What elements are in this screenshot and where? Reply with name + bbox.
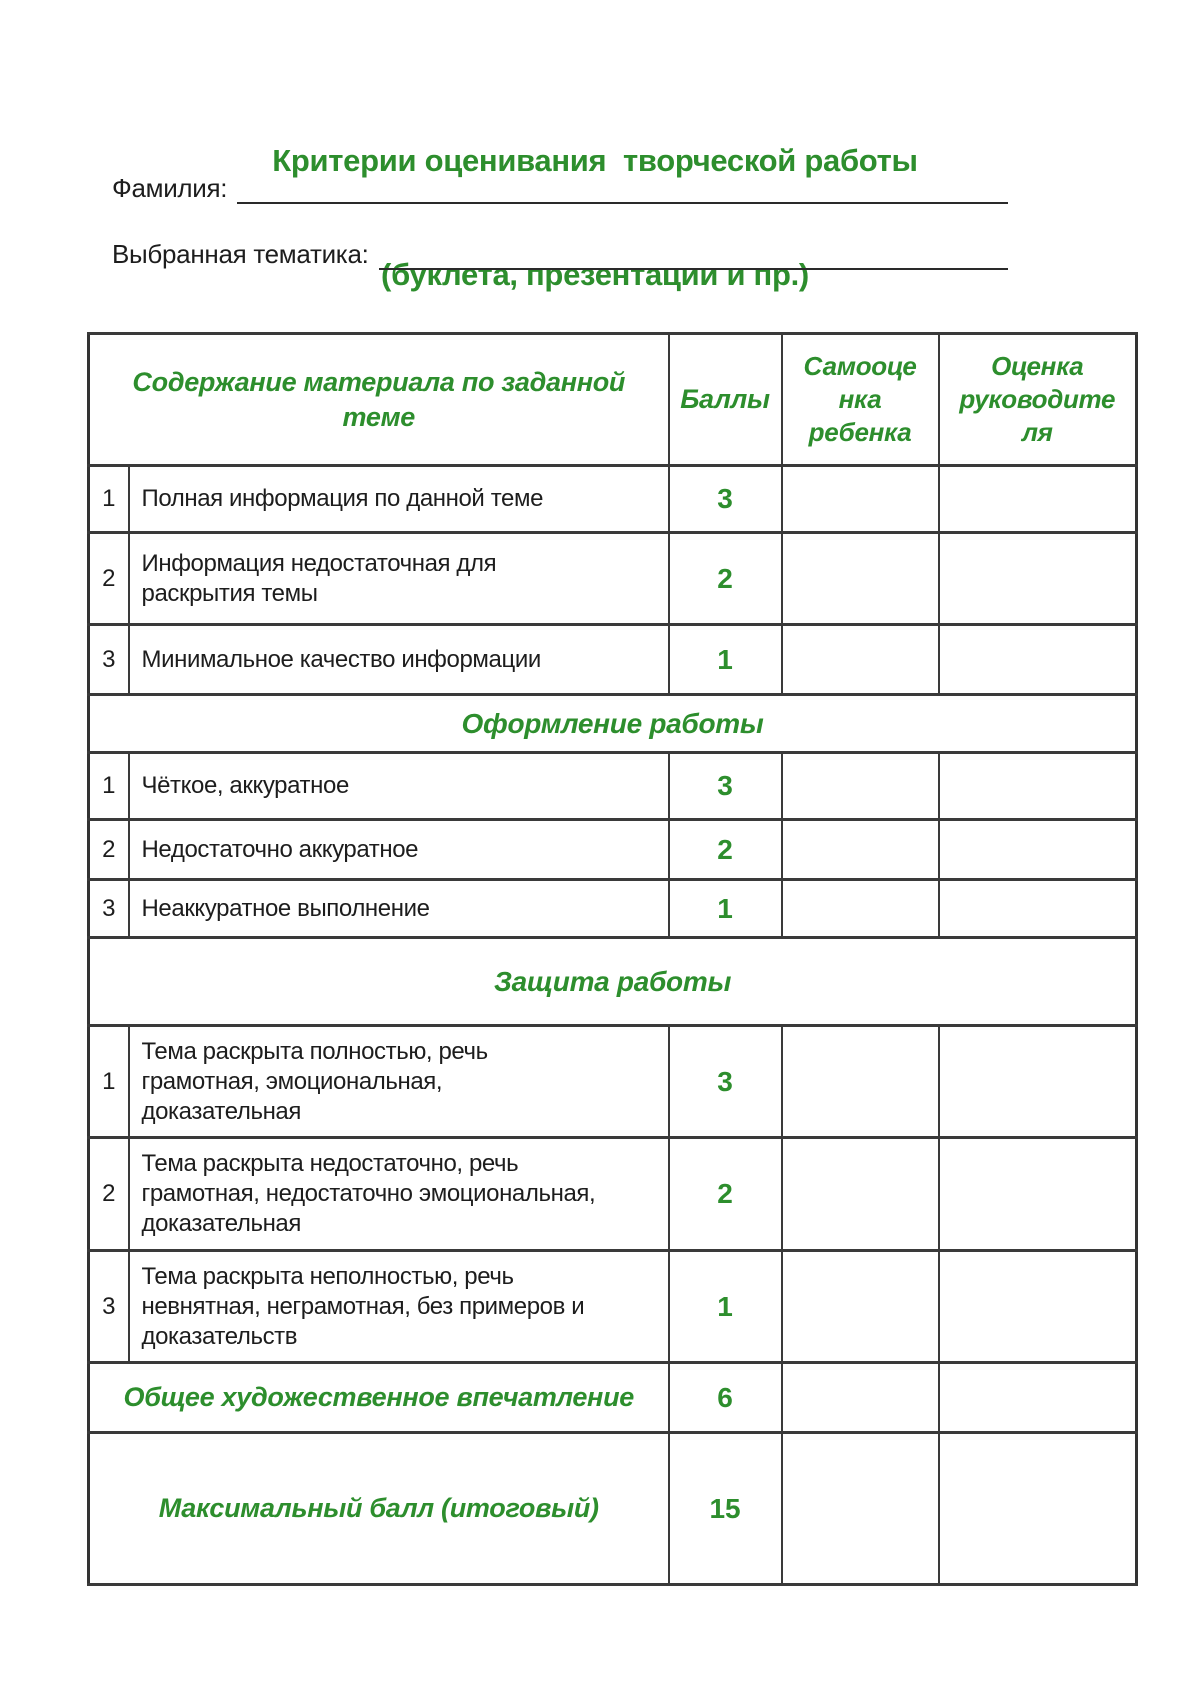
table-row: 3 Неаккуратное выполнение 1 (87, 878, 1138, 939)
self-score-cell (780, 1024, 940, 1139)
row-number: 3 (87, 623, 130, 696)
leader-score-cell (937, 1136, 1138, 1252)
criterion-text: Тема раскрыта недостаточно, речь грамотн… (127, 1136, 670, 1252)
self-score-cell (780, 464, 940, 534)
self-score-cell (780, 878, 940, 939)
summary-row: Максимальный балл (итоговый) 15 (87, 1431, 1138, 1586)
section-title: Оформление работы (87, 693, 1138, 754)
points-value: 1 (667, 878, 783, 939)
leader-score-cell (937, 1249, 1138, 1364)
table-row: 1 Полная информация по данной теме 3 (87, 464, 1138, 534)
table-row: 2 Информация недостаточная для раскрытия… (87, 531, 1138, 626)
criterion-text: Тема раскрыта полностью, речь грамотная,… (127, 1024, 670, 1139)
table-row: 1 Тема раскрыта полностью, речь грамотна… (87, 1024, 1138, 1139)
row-number: 1 (87, 751, 130, 821)
row-number: 2 (87, 531, 130, 626)
leader-score-cell (937, 623, 1138, 696)
points-value: 1 (667, 623, 783, 696)
row-number: 1 (87, 1024, 130, 1139)
points-value: 2 (667, 531, 783, 626)
leader-score-cell (937, 464, 1138, 534)
table-row: 3 Минимальное качество информации 1 (87, 623, 1138, 696)
criterion-text: Чёткое, аккуратное (127, 751, 670, 821)
criterion-text: Информация недостаточная для раскрытия т… (127, 531, 670, 626)
criterion-text: Минимальное качество информации (127, 623, 670, 696)
self-score-cell (780, 1249, 940, 1364)
points-value: 2 (667, 818, 783, 881)
criterion-text: Неаккуратное выполнение (127, 878, 670, 939)
header-points-cell: Баллы (667, 332, 783, 467)
leader-score-cell (937, 1361, 1138, 1434)
page-title-line2: (буклета, презентации и пр.) (381, 257, 809, 292)
section-header-row: Защита работы (87, 936, 1138, 1027)
surname-field-row: Фамилия: (112, 168, 1008, 204)
criterion-text: Тема раскрыта неполностью, речь невнятна… (127, 1249, 670, 1364)
page-title: Критерии оценивания творческой работы (б… (0, 66, 1190, 370)
leader-score-cell (937, 1431, 1138, 1586)
leader-score-cell (937, 818, 1138, 881)
points-value: 1 (667, 1249, 783, 1364)
criterion-text: Недостаточно аккуратное (127, 818, 670, 881)
summary-label: Максимальный балл (итоговый) (87, 1431, 670, 1586)
topic-label: Выбранная тематика: (112, 239, 369, 269)
criterion-text: Полная информация по данной теме (127, 464, 670, 534)
row-number: 3 (87, 1249, 130, 1364)
surname-label: Фамилия: (112, 173, 228, 203)
topic-field-row: Выбранная тематика: (112, 234, 1008, 270)
self-score-cell (780, 623, 940, 696)
leader-score-cell (937, 1024, 1138, 1139)
points-value: 2 (667, 1136, 783, 1252)
section-title: Защита работы (87, 936, 1138, 1027)
surname-fill-line (237, 168, 1008, 204)
points-value: 3 (667, 751, 783, 821)
summary-label: Общее художественное впечатление (87, 1361, 670, 1434)
table-header-row: Содержание материала по заданной теме Ба… (87, 332, 1138, 467)
leader-score-cell (937, 531, 1138, 626)
table-row: 2 Недостаточно аккуратное 2 (87, 818, 1138, 881)
header-content-cell: Содержание материала по заданной теме (87, 332, 670, 467)
self-score-cell (780, 1361, 940, 1434)
row-number: 1 (87, 464, 130, 534)
topic-fill-line (378, 234, 1008, 270)
page-title-line1: Критерии оценивания творческой работы (272, 143, 918, 178)
row-number: 3 (87, 878, 130, 939)
section-header-row: Оформление работы (87, 693, 1138, 754)
self-score-cell (780, 751, 940, 821)
row-number: 2 (87, 818, 130, 881)
summary-row: Общее художественное впечатление 6 (87, 1361, 1138, 1434)
self-score-cell (780, 1136, 940, 1252)
table-row: 2 Тема раскрыта недостаточно, речь грамо… (87, 1136, 1138, 1252)
table-row: 3 Тема раскрыта неполностью, речь невнят… (87, 1249, 1138, 1364)
header-leader-score-cell: Оценка руководите ля (937, 332, 1138, 467)
self-score-cell (780, 531, 940, 626)
points-value: 3 (667, 464, 783, 534)
points-value: 3 (667, 1024, 783, 1139)
leader-score-cell (937, 878, 1138, 939)
self-score-cell (780, 1431, 940, 1586)
points-value: 15 (667, 1431, 783, 1586)
points-value: 6 (667, 1361, 783, 1434)
self-score-cell (780, 818, 940, 881)
row-number: 2 (87, 1136, 130, 1252)
leader-score-cell (937, 751, 1138, 821)
table-row: 1 Чёткое, аккуратное 3 (87, 751, 1138, 821)
header-self-score-cell: Самооце нка ребенка (780, 332, 940, 467)
criteria-table: Содержание материала по заданной теме Ба… (87, 332, 1139, 1586)
